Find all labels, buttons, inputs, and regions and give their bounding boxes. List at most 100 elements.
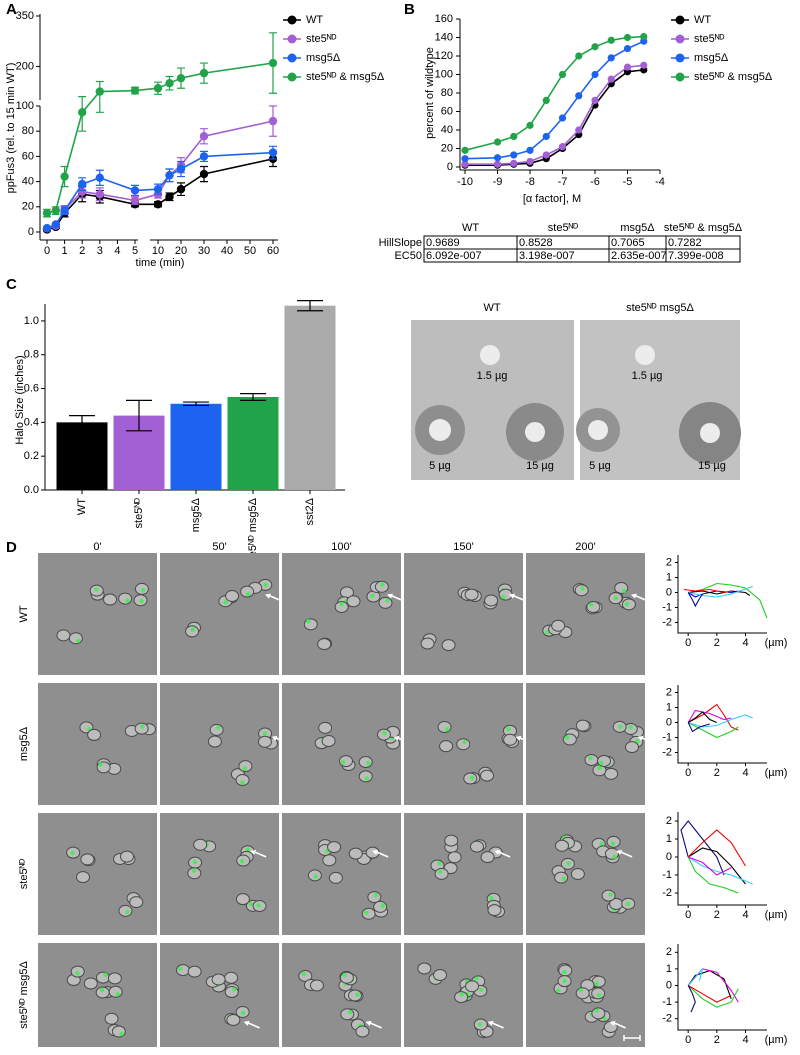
cell <box>76 871 91 884</box>
panel-label: C <box>6 276 17 293</box>
legend-marker <box>675 53 685 63</box>
x-tick-label: 2 <box>714 909 720 921</box>
micrograph <box>38 943 157 1047</box>
cell <box>321 735 336 748</box>
series-line <box>687 985 739 1008</box>
cell <box>348 989 363 1002</box>
data-point <box>60 206 69 215</box>
cell <box>554 871 569 884</box>
cell <box>193 838 208 851</box>
x-tick-label: 50 <box>244 245 256 257</box>
plate-title: WT <box>483 302 500 314</box>
arrowhead <box>487 1020 494 1026</box>
series-line <box>688 582 768 619</box>
micrograph <box>282 813 401 935</box>
error-bar <box>126 399 152 432</box>
x-tick-label: 0 <box>685 767 691 779</box>
y-tick-label: 20 <box>441 142 453 154</box>
cell <box>447 851 462 864</box>
cell <box>103 593 118 606</box>
cell <box>441 639 456 652</box>
gfp-spot <box>313 874 318 879</box>
cell <box>95 986 110 999</box>
cell <box>187 965 202 978</box>
cell <box>207 735 222 748</box>
x-tick-label: 0 <box>44 245 50 257</box>
series-line <box>687 722 739 739</box>
micrograph-bg <box>38 813 157 935</box>
gfp-spot <box>240 780 245 785</box>
bar <box>284 305 336 490</box>
gfp-spot <box>445 727 450 732</box>
cell <box>129 896 144 909</box>
data-point <box>607 36 615 44</box>
row-label: EC50 <box>394 250 422 262</box>
x-tick-label: 4 <box>114 245 120 257</box>
y-tick-label: 0.6 <box>24 382 39 394</box>
data-point <box>60 172 69 181</box>
cell <box>601 889 616 902</box>
gfp-spot <box>628 725 633 730</box>
data-point <box>78 187 87 196</box>
table-cell: 3.198e-007 <box>519 250 575 262</box>
table-cell: 0.8528 <box>519 237 553 249</box>
arrowhead <box>393 735 400 741</box>
data-point <box>176 184 186 194</box>
data-point <box>78 179 87 189</box>
y-tick-label: 2 <box>666 556 672 568</box>
gfp-spot <box>125 598 130 603</box>
y-tick-label: -1 <box>662 996 672 1008</box>
cell <box>118 904 133 917</box>
cell <box>597 754 612 767</box>
y-tick-label: 2 <box>666 946 672 958</box>
gfp-spot <box>578 988 583 993</box>
gfp-spot <box>618 724 623 729</box>
cell <box>209 723 224 736</box>
series-line <box>687 968 704 986</box>
error-bar <box>297 300 323 312</box>
y-tick-label: 120 <box>435 50 453 62</box>
x-tick-label: WT <box>76 498 88 515</box>
data-point <box>575 126 583 134</box>
y-axis-label: Halo Size (inches) <box>14 355 26 444</box>
x-tick-label: -10 <box>457 176 473 188</box>
gfp-spot <box>562 969 567 975</box>
series-line <box>687 856 753 885</box>
x-tick-label: 2 <box>714 767 720 779</box>
gfp-spot <box>373 893 379 898</box>
y-tick-label: 1.0 <box>24 315 39 327</box>
y-tick-label: 0.0 <box>24 484 39 496</box>
y-tick-label: 60 <box>441 105 453 117</box>
gfp-spot <box>262 731 268 736</box>
dose-label: 1.5 µg <box>632 370 663 382</box>
data-point <box>558 143 567 151</box>
y-axis-label: ppFus3 (rel. to 15 min WT) <box>5 63 17 194</box>
cell <box>104 1012 119 1025</box>
gfp-spot <box>70 850 75 856</box>
micrograph-bg <box>282 553 401 675</box>
series-line <box>683 588 732 594</box>
gfp-spot <box>306 619 311 624</box>
data-point <box>130 186 140 195</box>
y-tick-label: 350 <box>16 10 34 22</box>
cell <box>444 834 459 847</box>
data-point <box>199 68 209 78</box>
gfp-spot <box>588 755 593 761</box>
legend-marker <box>287 15 297 25</box>
data-point <box>130 196 140 205</box>
dose-label: 5 µg <box>429 460 451 472</box>
y-tick-label: -1 <box>662 601 672 613</box>
data-point <box>95 190 105 199</box>
gfp-spot <box>263 582 268 588</box>
x-axis-label: (µm) <box>765 637 788 649</box>
bar <box>227 397 279 490</box>
time-label: 200' <box>575 541 595 553</box>
x-tick-label: 10 <box>152 245 164 257</box>
x-tick-label: 0 <box>685 637 691 649</box>
arrowhead <box>365 1020 372 1026</box>
y-tick-label: 1 <box>666 833 672 845</box>
x-tick-label: -7 <box>558 176 568 188</box>
x-tick-label: ste5ᴺᴰ msg5Δ <box>247 497 259 565</box>
gfp-spot <box>245 591 251 597</box>
